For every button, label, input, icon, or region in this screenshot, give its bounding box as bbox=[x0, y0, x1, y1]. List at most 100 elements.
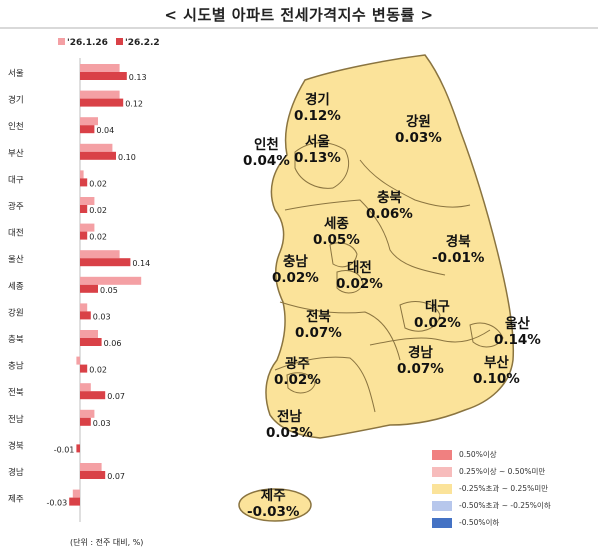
bar-curr bbox=[69, 497, 80, 506]
category-label: 대전 bbox=[8, 228, 24, 239]
legend-label: 0.50%이상 bbox=[459, 450, 497, 459]
legend-swatch bbox=[432, 483, 452, 494]
map-border-ulsan bbox=[469, 322, 504, 348]
region-daegu: 대구 0.02% bbox=[414, 299, 461, 331]
map-border-central bbox=[284, 199, 446, 276]
region-jeonbuk: 전북 0.07% bbox=[295, 309, 342, 341]
bar-prev bbox=[80, 117, 98, 126]
data-label: 0.02 bbox=[89, 366, 107, 375]
data-label: 0.06 bbox=[104, 339, 122, 348]
bar-prev bbox=[80, 64, 120, 72]
bar-prev bbox=[80, 223, 95, 232]
map-border-jeonnam bbox=[274, 356, 376, 413]
bar-curr bbox=[76, 444, 80, 453]
legend-swatch bbox=[432, 500, 452, 511]
bar-curr bbox=[80, 364, 88, 373]
category-label: 경북 bbox=[8, 440, 24, 451]
bar-curr bbox=[80, 151, 116, 160]
category-label: 경기 bbox=[8, 95, 24, 106]
category-label: 강원 bbox=[8, 307, 24, 318]
bar-curr bbox=[80, 417, 91, 426]
map-jeju bbox=[238, 488, 312, 522]
map-border-south bbox=[279, 301, 401, 361]
region-daejeon: 대전 0.02% bbox=[336, 260, 383, 292]
map-border-daejeon bbox=[336, 270, 364, 294]
data-label: 0.03 bbox=[93, 312, 111, 321]
region-gwangju: 광주 0.02% bbox=[274, 356, 321, 388]
legend-swatch bbox=[116, 38, 123, 45]
bar-prev bbox=[80, 197, 95, 205]
bar-prev bbox=[80, 170, 84, 179]
category-label: 충북 bbox=[8, 335, 24, 345]
legend-swatch bbox=[432, 449, 452, 460]
category-label: 세종 bbox=[8, 282, 24, 292]
category-label: 대구 bbox=[8, 175, 24, 185]
data-label: 0.02 bbox=[89, 233, 107, 242]
bar-prev bbox=[76, 356, 80, 365]
region-gyeonggi: 경기 0.12% bbox=[294, 92, 341, 124]
bar-curr bbox=[80, 205, 88, 213]
data-label: 0.07 bbox=[107, 392, 125, 401]
map-border-gwangju bbox=[286, 372, 316, 394]
data-label: 0.03 bbox=[93, 419, 111, 428]
legend-swatch bbox=[432, 466, 452, 477]
legend-item: -0.25%초과 ~ 0.25%미만 bbox=[432, 480, 551, 497]
map-border-daegu bbox=[399, 301, 441, 332]
region-chungnam: 충남 0.02% bbox=[272, 254, 319, 286]
category-label: 광주 bbox=[8, 201, 24, 212]
bar-prev bbox=[80, 463, 102, 471]
bar-curr bbox=[80, 391, 106, 400]
legend-swatch bbox=[58, 38, 65, 45]
data-label: -0.03 bbox=[46, 499, 67, 508]
data-label: 0.05 bbox=[100, 286, 118, 295]
category-label: 제주 bbox=[8, 495, 24, 505]
legend-item: 0.25%이상 ~ 0.50%미만 bbox=[432, 463, 551, 480]
data-label: 0.13 bbox=[129, 73, 147, 82]
category-label: 서울 bbox=[8, 69, 24, 79]
bar-curr bbox=[80, 231, 88, 240]
legend-label: -0.50%초과 ~ -0.25%이하 bbox=[459, 501, 551, 510]
region-incheon: 인천 0.04% bbox=[243, 137, 290, 169]
map-border-gyeongnam bbox=[369, 329, 491, 346]
data-label: 0.02 bbox=[89, 206, 107, 215]
bar-prev bbox=[80, 330, 98, 338]
region-busan: 부산 0.10% bbox=[473, 355, 520, 387]
region-gangwon: 강원 0.03% bbox=[395, 114, 442, 146]
unit-note: (단위 : 전주 대비, %) bbox=[70, 538, 144, 547]
bar-prev bbox=[80, 383, 91, 392]
data-label: 0.02 bbox=[89, 179, 107, 188]
data-label: 0.04 bbox=[96, 126, 114, 135]
legend-item: -0.50%이하 bbox=[432, 514, 551, 531]
data-label: 0.07 bbox=[107, 472, 125, 481]
legend-label: '26.2.2 bbox=[125, 38, 160, 48]
bar-curr bbox=[80, 311, 91, 320]
region-jeonnam: 전남 0.03% bbox=[266, 409, 313, 441]
map-border-seoul bbox=[294, 142, 349, 189]
bar-curr bbox=[80, 471, 106, 479]
bar-prev bbox=[72, 489, 80, 498]
bar-prev bbox=[80, 409, 95, 418]
data-label: -0.01 bbox=[54, 445, 75, 454]
bar-prev bbox=[80, 276, 142, 285]
bar-prev bbox=[80, 250, 120, 259]
chart-title: < 시도별 아파트 전세가격지수 변동률 > bbox=[164, 6, 434, 24]
legend-label: -0.50%이하 bbox=[459, 518, 500, 527]
bar-chart: '26.1.26 '26.2.2 서울 0.13 경기 0.12 인천 0.04 부산 0.10 대… bbox=[8, 38, 160, 522]
legend-label: '26.1.26 bbox=[67, 38, 108, 48]
data-label: 0.14 bbox=[132, 259, 150, 268]
category-label: 전북 bbox=[8, 387, 24, 398]
legend-label: 0.25%이상 ~ 0.50%미만 bbox=[459, 467, 546, 476]
korea-map bbox=[238, 54, 515, 522]
region-ulsan: 울산 0.14% bbox=[494, 316, 541, 348]
category-label: 충남 bbox=[8, 362, 24, 372]
bar-prev bbox=[80, 303, 88, 312]
region-seoul: 서울 0.13% bbox=[294, 134, 341, 166]
data-label: 0.12 bbox=[125, 100, 143, 109]
region-gyeongbuk: 경북 -0.01% bbox=[432, 234, 485, 266]
category-label: 울산 bbox=[8, 254, 24, 265]
bar-curr bbox=[80, 338, 102, 346]
region-chungbuk: 충북 0.06% bbox=[366, 190, 413, 222]
category-label: 인천 bbox=[8, 121, 24, 132]
map-border-gangwon bbox=[359, 159, 471, 208]
map-border-sejong bbox=[329, 242, 358, 268]
